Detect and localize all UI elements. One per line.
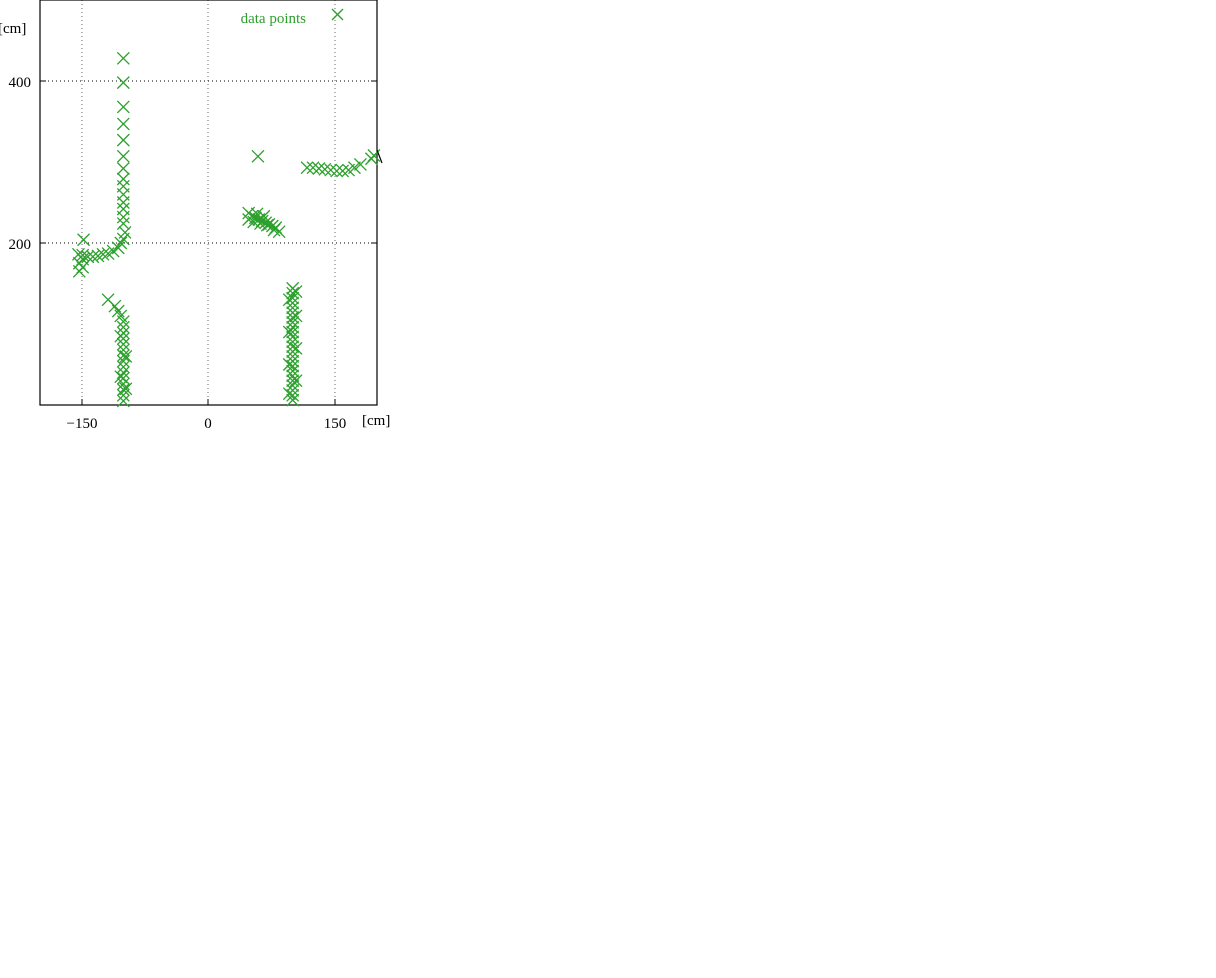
data-point	[265, 219, 279, 233]
legend-marker-x	[331, 8, 344, 21]
data-point	[286, 311, 300, 324]
data-point	[96, 247, 110, 261]
data-point	[286, 393, 300, 407]
data-point	[324, 163, 338, 177]
data-point	[289, 341, 303, 355]
data-point	[77, 233, 90, 247]
grid-lines	[40, 0, 377, 405]
x-tick-label-150: 150	[324, 416, 347, 432]
data-point	[257, 209, 271, 223]
data-point	[330, 164, 344, 178]
data-point	[116, 149, 130, 163]
data-point	[116, 172, 130, 186]
data-point	[312, 162, 326, 175]
data-point	[116, 232, 130, 246]
data-point	[116, 196, 130, 209]
data-point	[286, 374, 300, 388]
data-point	[116, 383, 130, 397]
legend: data points	[241, 8, 344, 27]
data-point	[116, 315, 130, 329]
data-point	[116, 388, 130, 402]
data-point	[72, 264, 86, 278]
data-point	[251, 149, 265, 163]
data-point	[300, 161, 314, 175]
data-point	[348, 161, 361, 175]
x-tick-label-0: 0	[204, 416, 212, 432]
data-point	[282, 325, 296, 339]
data-point	[267, 223, 281, 237]
data-point	[116, 349, 130, 363]
data-point	[272, 225, 286, 239]
data-point	[116, 343, 130, 357]
data-point	[116, 366, 130, 380]
data-point	[116, 360, 130, 374]
data-point	[286, 301, 300, 315]
data-point	[260, 218, 274, 232]
data-point	[119, 382, 133, 396]
data-point	[336, 164, 350, 178]
data-point	[286, 325, 300, 339]
data-point	[116, 354, 130, 368]
data-point	[286, 286, 300, 300]
data-point	[116, 162, 130, 175]
edge-arrow	[376, 149, 383, 164]
data-point	[116, 133, 130, 147]
data-point	[282, 387, 296, 401]
data-point	[286, 359, 300, 373]
data-point	[286, 364, 300, 378]
data-point	[116, 210, 130, 224]
data-point	[286, 340, 300, 354]
data-point	[289, 285, 303, 299]
y-axis-label: [cm]	[0, 21, 26, 37]
data-point	[282, 358, 296, 371]
data-point	[116, 394, 130, 408]
data-point	[286, 388, 300, 402]
data-point	[116, 371, 130, 385]
data-point	[306, 161, 320, 175]
data-point	[289, 374, 303, 388]
data-point	[91, 249, 105, 263]
legend-label: data points	[241, 11, 307, 27]
data-point	[116, 51, 130, 65]
data-point	[76, 248, 90, 262]
data-point	[114, 329, 128, 343]
data-point	[111, 304, 125, 318]
data-point	[286, 291, 300, 305]
data-point	[116, 337, 130, 351]
data-point	[116, 217, 130, 231]
data-point	[101, 247, 115, 260]
data-point	[286, 335, 300, 349]
x-tick-label-neg150: −150	[67, 416, 98, 432]
data-point	[318, 162, 332, 176]
data-point	[119, 349, 133, 363]
tick-marks	[40, 80, 377, 405]
data-point	[289, 309, 303, 323]
y-tick-label-400: 400	[9, 75, 32, 91]
data-point	[286, 315, 300, 329]
x-axis-label: [cm]	[362, 413, 390, 429]
data-point	[116, 100, 130, 114]
y-tick-label-200: 200	[9, 237, 32, 253]
data-point	[353, 157, 367, 171]
data-point	[116, 117, 130, 131]
data-point	[250, 207, 264, 221]
data-points-series	[72, 51, 381, 408]
data-point	[116, 76, 130, 90]
data-point	[286, 349, 300, 363]
data-point	[282, 293, 296, 307]
data-point	[114, 370, 128, 384]
data-point	[116, 320, 130, 334]
